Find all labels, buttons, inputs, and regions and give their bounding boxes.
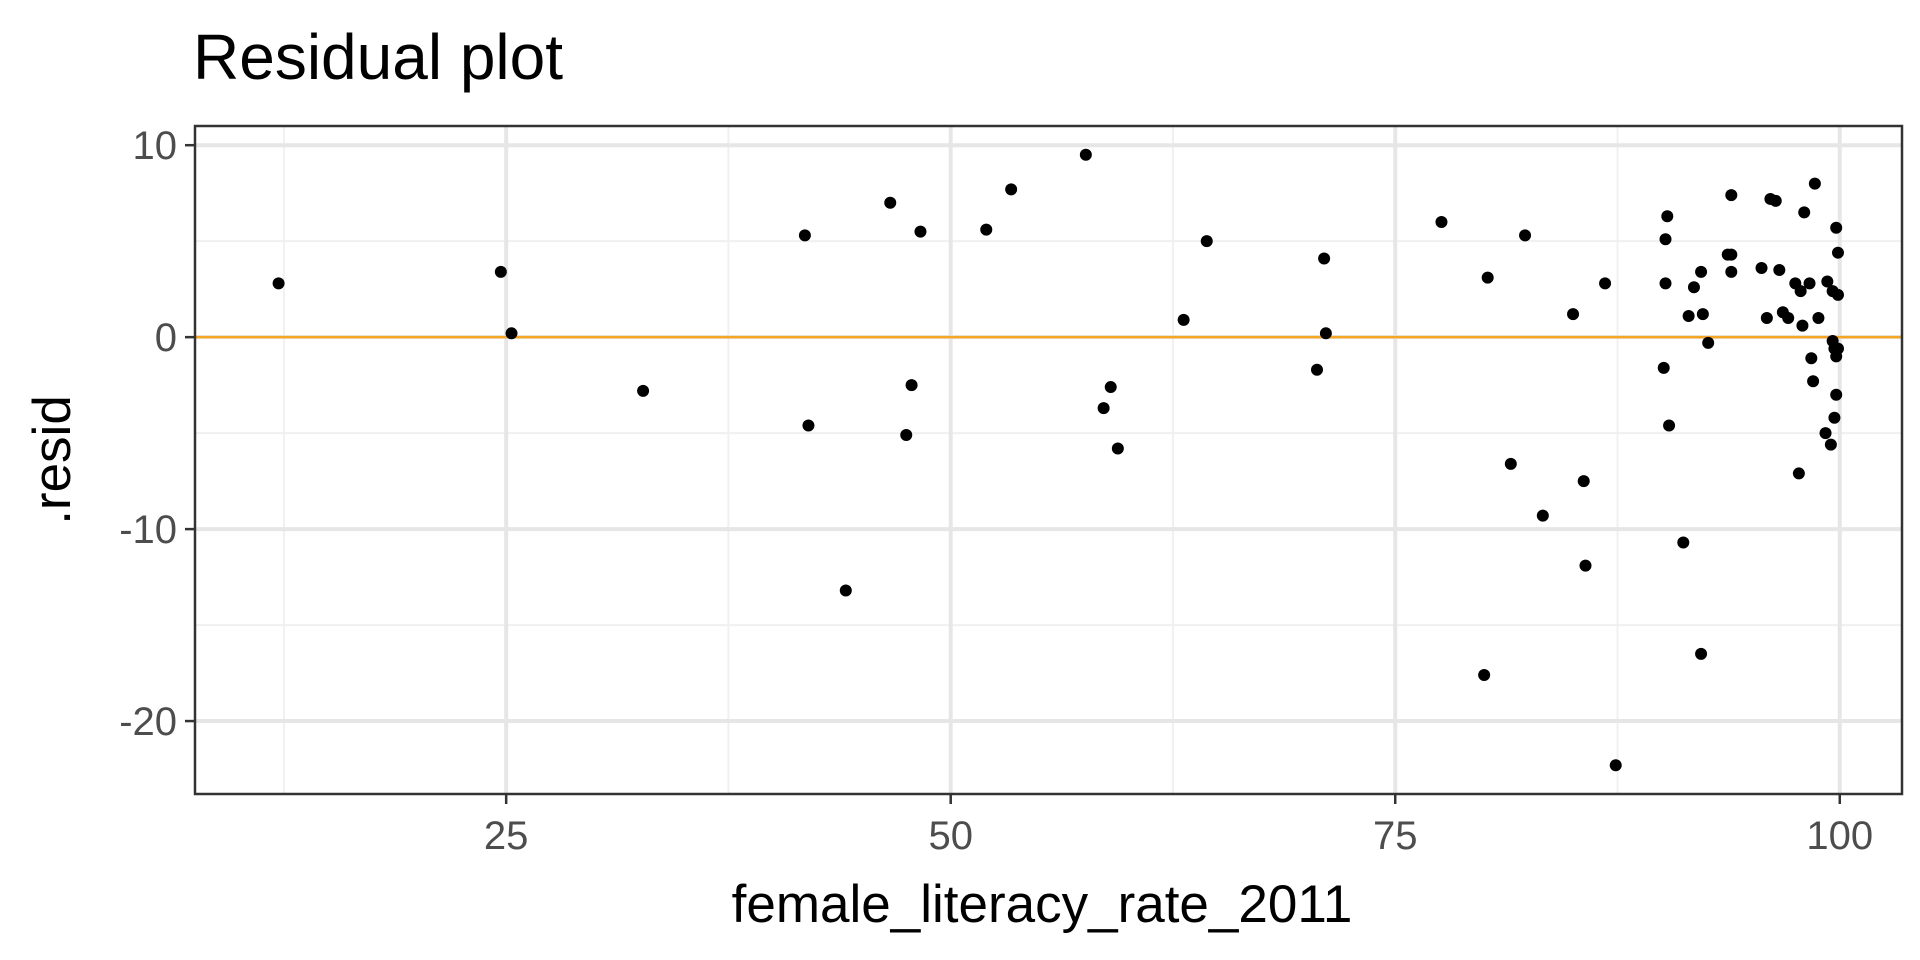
data-point — [1819, 427, 1832, 440]
x-axis-ticks: 25 50 75 100 — [484, 794, 1873, 858]
data-point — [1702, 336, 1715, 349]
data-point — [1661, 210, 1674, 223]
data-point — [1830, 221, 1843, 234]
data-point — [1831, 342, 1844, 355]
data-point — [1005, 183, 1018, 196]
data-point — [1104, 381, 1117, 394]
chart-title: Residual plot — [193, 21, 563, 93]
data-point — [1725, 265, 1738, 278]
data-point — [1695, 265, 1708, 278]
data-point — [1696, 308, 1709, 321]
data-point — [1097, 402, 1110, 415]
data-point — [1792, 467, 1805, 480]
y-axis-ticks: 10 0 -10 -20 — [119, 124, 195, 744]
data-point — [1812, 311, 1825, 324]
data-point — [1609, 759, 1622, 772]
data-point — [839, 584, 852, 597]
data-point — [1821, 275, 1834, 288]
data-point — [1079, 148, 1092, 161]
data-point — [802, 419, 815, 432]
data-point — [1794, 285, 1807, 298]
data-point — [1682, 310, 1695, 323]
x-tick-label: 50 — [928, 814, 973, 858]
data-point — [1760, 311, 1773, 324]
data-point — [1755, 262, 1768, 275]
major-gridlines — [195, 126, 1902, 794]
x-tick-label: 100 — [1806, 814, 1873, 858]
data-point — [1695, 647, 1708, 660]
data-point — [1796, 319, 1809, 332]
data-point — [272, 277, 285, 290]
plot-panel — [193, 124, 1904, 796]
data-point — [1828, 411, 1841, 424]
data-point — [1659, 233, 1672, 246]
data-point — [1824, 438, 1837, 451]
minor-gridlines — [195, 126, 1902, 794]
data-point — [1798, 206, 1811, 219]
data-point — [1200, 235, 1213, 248]
data-point — [1536, 509, 1549, 522]
data-point — [1659, 277, 1672, 290]
data-point — [1177, 313, 1190, 326]
data-point — [1831, 246, 1844, 259]
data-point — [1687, 281, 1700, 294]
data-point — [914, 225, 927, 238]
data-point — [1111, 442, 1124, 455]
data-point — [1807, 375, 1820, 388]
data-point — [905, 379, 918, 392]
data-point — [1504, 457, 1517, 470]
data-point — [1830, 388, 1843, 401]
data-point — [1599, 277, 1612, 290]
data-point — [1579, 559, 1592, 572]
data-point — [1519, 229, 1532, 242]
data-point — [1805, 352, 1818, 365]
data-point — [1577, 475, 1590, 488]
y-tick-label: -20 — [119, 700, 177, 744]
data-point — [494, 265, 507, 278]
data-point — [1725, 189, 1738, 202]
data-point — [1310, 363, 1323, 376]
y-tick-label: 0 — [155, 316, 177, 360]
x-tick-label: 75 — [1373, 814, 1418, 858]
data-point — [900, 429, 913, 442]
data-point — [1663, 419, 1676, 432]
data-point — [798, 229, 811, 242]
data-point — [1657, 361, 1670, 374]
x-axis-title: female_literacy_rate_2011 — [732, 875, 1353, 934]
data-point — [980, 223, 993, 236]
x-tick-label: 25 — [484, 814, 529, 858]
y-axis-title: .resid — [23, 395, 82, 525]
panel-border — [193, 124, 1904, 796]
data-point — [1808, 177, 1821, 190]
data-point — [1318, 252, 1331, 265]
data-point — [1782, 311, 1795, 324]
data-point — [505, 327, 518, 340]
data-point — [1319, 327, 1332, 340]
data-point — [884, 196, 897, 209]
data-point — [1725, 248, 1738, 261]
data-point — [1481, 271, 1494, 284]
data-point — [1478, 668, 1491, 681]
residual-points — [272, 148, 1844, 772]
data-point — [1769, 194, 1782, 207]
data-point — [1677, 536, 1690, 549]
data-point — [1773, 263, 1786, 276]
y-tick-label: -10 — [119, 508, 177, 552]
data-point — [1803, 277, 1816, 290]
data-point — [637, 384, 650, 397]
data-point — [1831, 288, 1844, 301]
data-point — [1435, 215, 1448, 228]
y-tick-label: 10 — [133, 124, 178, 168]
data-point — [1567, 308, 1580, 321]
